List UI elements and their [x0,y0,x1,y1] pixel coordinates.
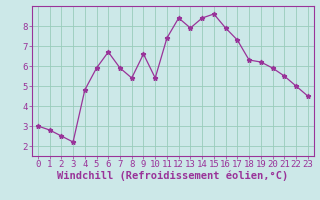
X-axis label: Windchill (Refroidissement éolien,°C): Windchill (Refroidissement éolien,°C) [57,171,288,181]
